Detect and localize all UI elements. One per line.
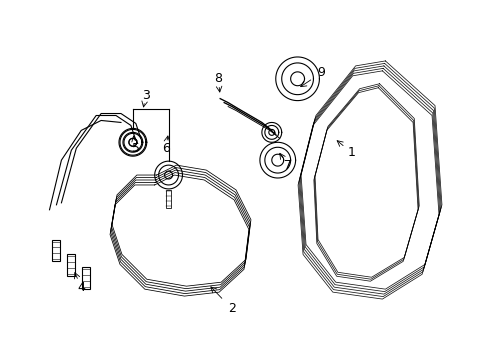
Bar (82, 267, 90, 289)
Text: 9: 9 (317, 66, 325, 79)
Text: 6: 6 (162, 142, 169, 155)
Bar (67, 255, 75, 276)
Bar (52, 239, 61, 261)
Text: 7: 7 (283, 159, 291, 172)
Text: 5: 5 (132, 142, 140, 155)
Text: 1: 1 (346, 146, 354, 159)
Text: 3: 3 (142, 89, 149, 102)
Text: 8: 8 (214, 72, 222, 85)
Text: 4: 4 (77, 281, 85, 294)
Text: 2: 2 (228, 302, 236, 315)
Bar (166, 190, 171, 208)
